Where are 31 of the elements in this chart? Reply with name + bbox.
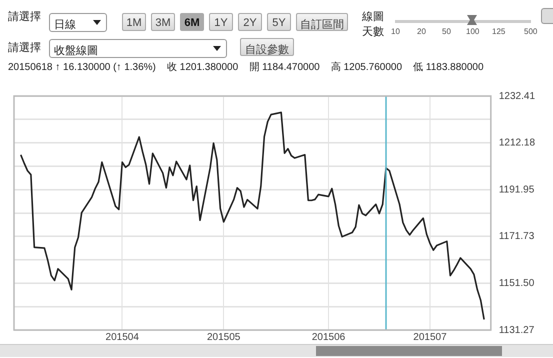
text: 收盤線圖 [49,39,227,58]
y-tick-label: 1212.18 [498,138,536,149]
text: 天數 [362,26,384,38]
y-tick-label: 1151.50 [498,278,535,289]
text: 線圖 [362,11,384,23]
text: 1Y [209,13,233,31]
x-tick-label: 201506 [312,332,346,343]
x-tick-label: 201507 [413,332,448,343]
text: 請選擇 [8,42,41,54]
text: 50 [442,27,451,36]
text: 100 [466,27,480,36]
y-tick-label: 1191.95 [498,184,535,196]
text: 2Y [238,13,262,31]
text: 10 [391,27,400,36]
text: 請選擇 [8,11,41,23]
text: 5Y [267,13,291,31]
text: 20 [417,27,426,36]
text: 1M [122,13,146,31]
text: 125 [492,27,506,36]
text: 500 [524,27,538,36]
y-tick-label: 1131.27 [498,324,535,336]
x-tick-label: 201504 [106,332,140,343]
text: 自訂區間 [296,13,348,31]
text: 6M [180,13,204,31]
chart-subtitle: 20150618 ↑ 16.130000 (↑ 1.36%) 收 1201.380000 開 1184.470000 高 1205.760000 低 1183.880000 [8,62,484,73]
text: 日線 [49,13,107,32]
y-tick-label: 1171.73 [498,231,535,242]
text: 3M [151,13,175,31]
y-tick-label: 1232.41 [498,90,536,102]
text: 自設參數 [240,38,294,56]
x-tick-label: 201505 [206,332,241,343]
